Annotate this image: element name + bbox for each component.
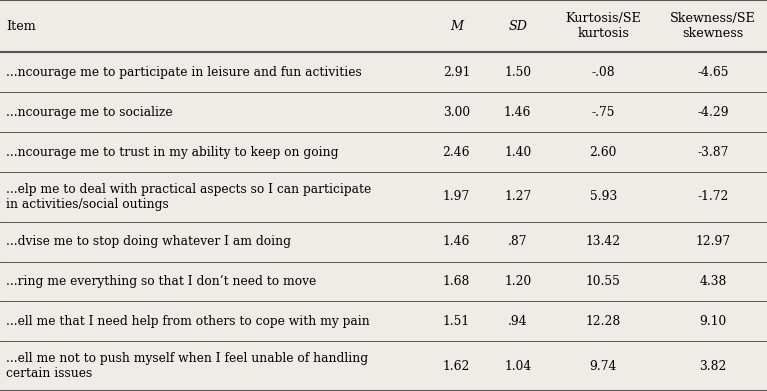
Text: 9.10: 9.10: [700, 315, 726, 328]
Text: 1.51: 1.51: [443, 315, 470, 328]
Text: -3.87: -3.87: [697, 145, 729, 159]
Text: 5.93: 5.93: [590, 190, 617, 203]
Text: -4.29: -4.29: [697, 106, 729, 118]
Text: 1.97: 1.97: [443, 190, 470, 203]
Text: 10.55: 10.55: [586, 275, 621, 288]
Text: SD: SD: [509, 20, 527, 33]
Text: 1.40: 1.40: [504, 145, 532, 159]
Text: 1.27: 1.27: [504, 190, 532, 203]
Text: ...elp me to deal with practical aspects so I can participate
in activities/soci: ...elp me to deal with practical aspects…: [6, 183, 371, 211]
Text: 1.62: 1.62: [443, 360, 470, 373]
Text: Kurtosis/SE
kurtosis: Kurtosis/SE kurtosis: [565, 12, 641, 40]
Text: ...ring me everything so that I don’t need to move: ...ring me everything so that I don’t ne…: [6, 275, 316, 288]
Text: 12.28: 12.28: [586, 315, 621, 328]
Text: 12.97: 12.97: [696, 235, 730, 248]
Text: -1.72: -1.72: [697, 190, 729, 203]
Text: 3.82: 3.82: [700, 360, 726, 373]
Text: -4.65: -4.65: [697, 66, 729, 79]
Text: 3.00: 3.00: [443, 106, 470, 118]
Text: 1.46: 1.46: [443, 235, 470, 248]
Text: -.75: -.75: [591, 106, 615, 118]
Text: ...ell me not to push myself when I feel unable of handling
certain issues: ...ell me not to push myself when I feel…: [6, 352, 368, 380]
Text: 1.68: 1.68: [443, 275, 470, 288]
Text: M: M: [450, 20, 463, 33]
Text: 4.38: 4.38: [700, 275, 726, 288]
Text: .87: .87: [508, 235, 528, 248]
Text: ...ell me that I need help from others to cope with my pain: ...ell me that I need help from others t…: [6, 315, 370, 328]
Text: 1.50: 1.50: [504, 66, 532, 79]
Text: 13.42: 13.42: [586, 235, 621, 248]
Text: Skewness/SE
skewness: Skewness/SE skewness: [670, 12, 755, 40]
Text: 2.91: 2.91: [443, 66, 470, 79]
Text: ...ncourage me to participate in leisure and fun activities: ...ncourage me to participate in leisure…: [6, 66, 362, 79]
Text: -.08: -.08: [591, 66, 615, 79]
Text: 1.20: 1.20: [504, 275, 532, 288]
Text: 2.60: 2.60: [590, 145, 617, 159]
Text: 1.46: 1.46: [504, 106, 532, 118]
Text: .94: .94: [508, 315, 528, 328]
Text: ...ncourage me to socialize: ...ncourage me to socialize: [6, 106, 173, 118]
Text: 1.04: 1.04: [504, 360, 532, 373]
Text: ...ncourage me to trust in my ability to keep on going: ...ncourage me to trust in my ability to…: [6, 145, 339, 159]
Text: 9.74: 9.74: [590, 360, 617, 373]
Text: Item: Item: [6, 20, 36, 33]
Text: 2.46: 2.46: [443, 145, 470, 159]
Text: ...dvise me to stop doing whatever I am doing: ...dvise me to stop doing whatever I am …: [6, 235, 291, 248]
